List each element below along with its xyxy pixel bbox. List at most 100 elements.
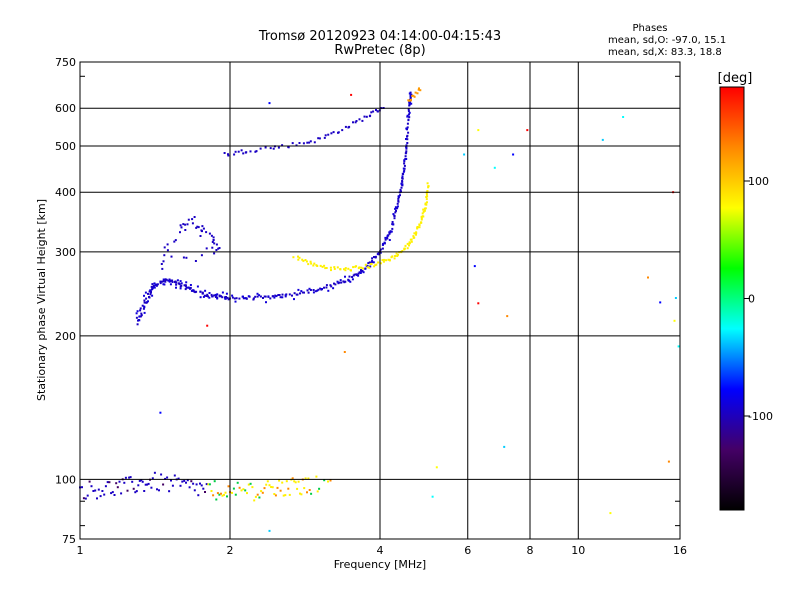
o-trace-point [196,285,199,288]
o-trace-point [384,238,387,241]
x-trace-point [368,266,371,269]
o-trace-point [357,274,360,277]
x-trace-point [336,266,339,269]
o-cluster-point [166,249,169,252]
e-region-point [129,476,132,479]
e-region-point [231,491,233,494]
x-upper-trace-point [418,87,420,90]
o-trace-point [410,102,413,105]
phases-x-stats: mean, sd,X: 83.3, 18.8 [608,47,722,58]
scatter-point [526,129,529,132]
e-region-point [307,477,310,480]
o-trace-point [325,284,328,287]
axes: 1 2 4 6 8 10 16 75 100 200 300 400 500 600 750 [55,56,687,557]
e-region-point [236,481,239,484]
o-trace-point [259,295,262,298]
e-region-point [258,496,261,499]
x-trace-point [383,258,386,261]
o-trace-point [168,278,171,281]
x-trace-point [426,201,428,204]
x-trace-point [395,252,398,255]
x-tick-label: 2 [227,544,234,557]
o-trace-point [394,207,397,210]
x-trace-point [366,266,369,269]
o-trace-point [264,295,267,298]
o-upper-trace-point [233,153,236,156]
o-trace-point [410,93,413,96]
o-trace-point [351,278,354,281]
x-trace-point [344,267,347,270]
o-trace-point [321,288,323,290]
e-region-point [234,493,237,496]
o-cluster-point [215,249,218,251]
o-upper-trace-point [240,149,243,152]
x-trace-point [387,258,390,261]
o-trace-point [199,290,202,293]
e-region-point [218,493,221,496]
o-cluster-point [182,256,185,259]
e-region-point [140,479,143,482]
colorbar [719,86,745,511]
o-upper-trace-point [295,144,298,147]
e-region-point [170,479,172,482]
o-trace-point [175,286,177,289]
e-region-point [327,480,329,483]
o-cluster-point [191,222,194,225]
e-region-point [151,477,154,480]
o-trace-point [150,285,153,288]
o-trace-point [405,138,407,140]
x-trace-point [292,256,295,259]
e-region-point [188,486,191,489]
o-trace-point [142,307,145,310]
x-trace-point [404,244,407,247]
o-trace-point [406,134,409,137]
x-upper-trace-point [416,92,419,95]
o-upper-trace-point [281,144,284,147]
x-upper-trace-point [407,99,410,102]
scatter-point [463,153,466,156]
o-trace-point [299,292,301,295]
x-trace-point [422,210,425,213]
x-trace-point [410,240,413,243]
o-trace-point [223,296,226,299]
phases-title: Phases [632,23,667,34]
o-upper-trace-point [234,150,237,153]
scatter-point [343,351,346,353]
o-trace-point [377,251,380,254]
o-trace-point [143,311,146,314]
e-region-point [190,480,193,483]
o-trace-point [393,217,396,220]
o-cluster-point [211,241,214,243]
o-cluster-point [163,254,166,257]
o-trace-point [144,291,147,294]
o-trace-point [330,285,333,288]
x-trace-point [420,217,423,220]
e-region-point [261,491,264,494]
x-trace-point [309,260,312,263]
o-trace-point [211,295,214,298]
o-trace-point [401,179,404,182]
e-region-point [153,471,156,474]
e-region-point [156,488,158,491]
e-region-point [158,489,160,492]
e-region-point [111,491,114,494]
o-trace-point [405,147,408,150]
o-trace-point [271,295,274,298]
x-upper-trace-point [410,98,412,101]
e-region-point [207,483,210,486]
x-trace-point [344,269,347,272]
y-tick-label: 300 [55,246,76,259]
o-trace-point [203,294,206,297]
x-trace-point [419,221,422,224]
o-trace-point [204,289,207,292]
o-trace-point [405,127,408,130]
o-trace-point [262,297,264,299]
o-trace-point [403,162,406,165]
x-trace-point [418,223,421,226]
o-trace-point [187,286,190,289]
x-trace-point [370,262,373,265]
o-trace-point [140,314,143,317]
o-trace-point [220,295,223,298]
o-trace-point [235,297,238,300]
o-trace-point [147,292,149,295]
